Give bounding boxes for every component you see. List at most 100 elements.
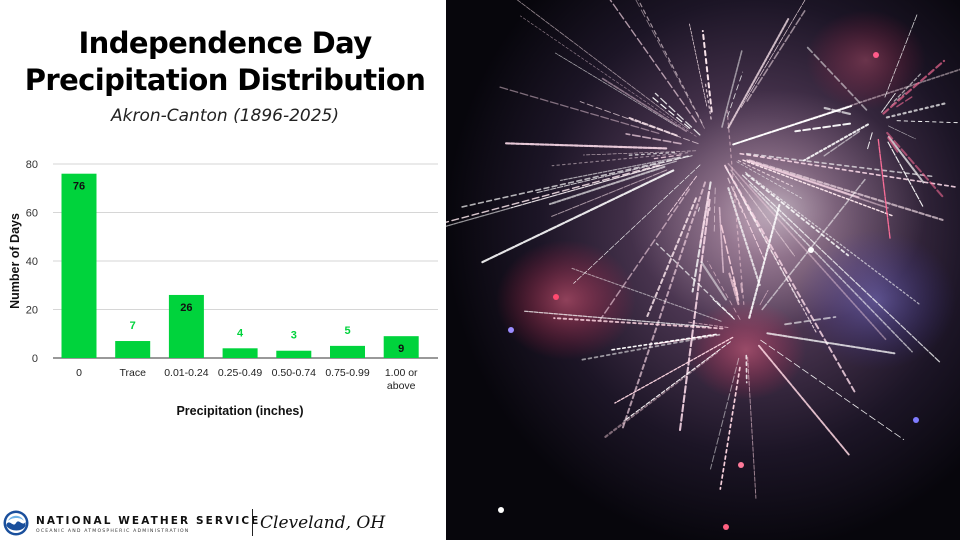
firework-streak — [746, 10, 806, 102]
firework-streak — [746, 159, 860, 199]
bar — [276, 350, 312, 358]
firework-streak — [548, 165, 666, 206]
y-tick-label: 0 — [32, 353, 38, 365]
firework-streak — [730, 169, 795, 257]
firework-streak — [748, 204, 781, 319]
firework-streak — [446, 164, 661, 223]
firework-streak — [794, 122, 851, 133]
firework-streak — [887, 136, 900, 154]
firework-streak — [579, 333, 721, 361]
firework-streak — [887, 125, 916, 140]
firework-spark — [873, 52, 879, 58]
firework-streak — [823, 130, 860, 157]
firework-spark — [553, 294, 559, 300]
footer-divider — [252, 509, 253, 536]
firework-streak — [499, 86, 660, 135]
firework-streak — [747, 356, 757, 499]
data-label: 9 — [398, 343, 404, 355]
firework-streak — [887, 135, 925, 184]
firework-streak — [721, 49, 743, 128]
footer: NATIONAL WEATHER SERVICE OCEANIC AND ATM… — [0, 500, 446, 540]
firework-streak — [739, 152, 958, 189]
firework-streak — [701, 29, 713, 113]
firework-streak — [446, 160, 677, 227]
firework-streak — [599, 188, 690, 321]
firework-streak — [688, 22, 708, 107]
firework-streak — [608, 333, 717, 352]
firework-streak — [481, 169, 675, 264]
firework-streak — [614, 336, 734, 404]
firework-streak — [651, 96, 691, 129]
firework-streak — [803, 123, 869, 162]
firework-streak — [748, 159, 944, 221]
firework-streak — [866, 132, 873, 150]
x-tick-label: 0 — [76, 367, 82, 379]
firework-streak — [623, 341, 731, 422]
firework-streak — [737, 160, 794, 187]
firework-streak — [727, 187, 761, 287]
y-tick-label: 60 — [26, 208, 38, 220]
firework-streak — [707, 260, 741, 320]
noaa-logo-icon — [3, 510, 29, 536]
firework-spark — [913, 417, 919, 423]
firework-streak — [553, 317, 724, 330]
firework-streak — [516, 0, 689, 130]
x-axis-title: Precipitation (inches) — [176, 404, 303, 418]
firework-streak — [519, 15, 697, 137]
firework-spark — [498, 507, 504, 513]
firework-streak — [726, 108, 745, 305]
x-tick-label: 0.01-0.24 — [164, 367, 209, 379]
firework-streak — [653, 154, 682, 160]
firework-streak — [727, 71, 744, 118]
firework-streak — [712, 298, 735, 320]
firework-streak — [718, 206, 725, 274]
chart-title-line-1: Independence Day — [78, 26, 372, 60]
y-tick-label: 40 — [26, 256, 38, 268]
firework-streak — [625, 133, 682, 145]
firework-streak — [766, 332, 896, 355]
firework-streak — [678, 198, 711, 432]
firework-streak — [458, 155, 689, 209]
y-axis-title: Number of Days — [8, 213, 22, 309]
firework-streak — [713, 187, 716, 235]
firework-spark — [508, 327, 514, 333]
firework-streak — [881, 93, 896, 113]
bar — [222, 348, 258, 358]
firework-streak — [885, 101, 949, 119]
firework-streak — [699, 190, 711, 245]
firework-streak — [757, 344, 851, 456]
firework-streak — [724, 164, 856, 393]
firework-streak — [896, 96, 913, 108]
firework-streak — [743, 201, 802, 306]
firework-streak — [727, 177, 744, 213]
firework-streak — [601, 77, 688, 133]
bar — [168, 294, 204, 358]
firework-streak — [704, 82, 712, 120]
firework-spark — [738, 462, 744, 468]
data-label: 3 — [291, 330, 297, 342]
firework-streak — [719, 366, 741, 490]
firework-streak — [886, 131, 944, 198]
firework-streak — [709, 357, 740, 470]
data-label: 4 — [237, 327, 244, 339]
chart-title-line-2: Precipitation Distribution — [24, 63, 426, 97]
y-tick-label: 80 — [26, 159, 38, 171]
firework-streak — [628, 117, 678, 137]
firework-streak — [667, 175, 697, 216]
firework-streak — [745, 152, 936, 178]
firework-streak — [522, 310, 710, 328]
bar — [115, 341, 151, 358]
firework-streak — [535, 155, 693, 194]
firework-streak — [740, 194, 818, 334]
agency-subtitle: OCEANIC AND ATMOSPHERIC ADMINISTRATION — [36, 529, 190, 534]
firework-streak — [579, 101, 699, 145]
firework-streak — [583, 150, 697, 156]
chart-panel: Independence Day Precipitation Distribut… — [0, 0, 446, 540]
firework-streak — [655, 242, 733, 318]
firework-streak — [728, 272, 740, 306]
firework-spark — [723, 524, 729, 530]
chart-subtitle: Akron-Canton (1896-2025) — [110, 106, 339, 126]
firework-streak — [884, 14, 918, 98]
firework-streak — [551, 169, 668, 217]
x-tick-label: 0.25-0.49 — [218, 367, 263, 379]
